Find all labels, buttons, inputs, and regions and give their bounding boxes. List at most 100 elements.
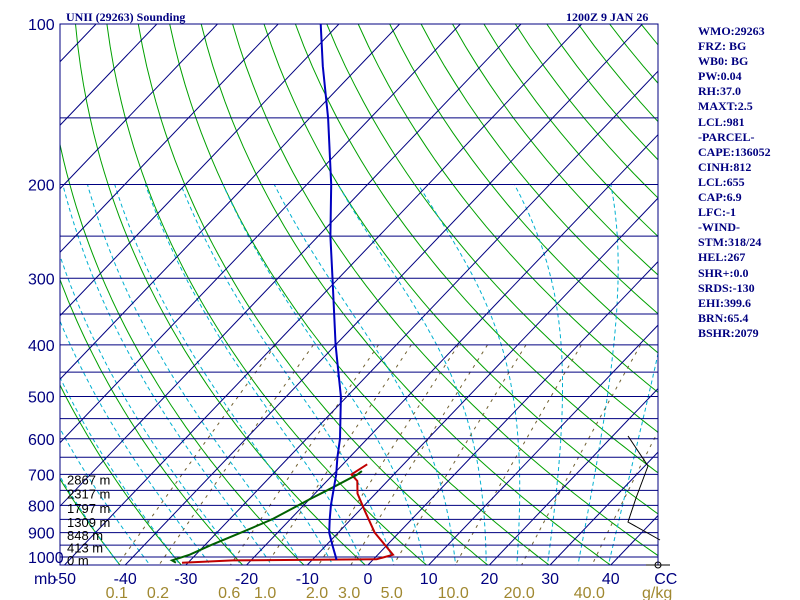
pressure-tick-label: 1000 bbox=[28, 550, 64, 567]
isotherm bbox=[60, 24, 158, 126]
moist-adiabat bbox=[60, 254, 242, 565]
moist-adiabat bbox=[62, 184, 273, 565]
diagram-grid bbox=[0, 24, 658, 568]
mixing-ratio-line bbox=[158, 344, 314, 565]
height-label: 1797 m bbox=[67, 501, 110, 516]
mixing-ratio-label: 2.0 bbox=[306, 585, 328, 600]
mixing-ratio-line bbox=[454, 344, 582, 565]
stat-line: RH:37.0 bbox=[698, 84, 741, 99]
height-label: 0 m bbox=[67, 553, 89, 568]
moist-adiabat bbox=[513, 184, 563, 565]
mixing-ratio-line bbox=[521, 344, 641, 565]
stat-line: LFC:-1 bbox=[698, 205, 736, 220]
temperature-tick-label: 40 bbox=[602, 571, 620, 588]
parcel-profile bbox=[319, 24, 342, 561]
temperature-tick-label: C bbox=[666, 571, 678, 588]
mixing-ratio-label: 1.0 bbox=[254, 585, 276, 600]
moist-adiabat bbox=[417, 184, 521, 565]
height-label: 1309 m bbox=[67, 515, 110, 530]
stat-line: LCL:655 bbox=[698, 174, 745, 189]
mixing-ratio-label: 40.0 bbox=[574, 585, 605, 600]
temperature-tick-label: -20 bbox=[235, 571, 258, 588]
hodograph-label: C bbox=[654, 571, 666, 588]
stat-line: BRN:65.4 bbox=[698, 310, 749, 325]
stat-line: CAPE:136052 bbox=[698, 144, 771, 159]
pressure-unit-label: mb bbox=[34, 571, 56, 588]
pressure-tick-label: 600 bbox=[28, 432, 55, 449]
height-label: 2867 m bbox=[67, 472, 110, 487]
pressure-tick-label: 100 bbox=[28, 17, 55, 34]
mixing-ratio-label: 0.1 bbox=[106, 585, 128, 600]
pressure-tick-label: 500 bbox=[28, 390, 55, 407]
dry-adiabat bbox=[169, 24, 550, 565]
mixing-ratio-line bbox=[591, 430, 658, 565]
sounding-profiles bbox=[169, 24, 395, 564]
hodograph-trace bbox=[627, 435, 661, 541]
pressure-tick-label: 900 bbox=[28, 526, 55, 543]
station-title: UNII (29263) Sounding bbox=[66, 10, 186, 24]
isotherm bbox=[60, 24, 400, 380]
moist-adiabat bbox=[114, 184, 334, 565]
height-label: 413 m bbox=[67, 541, 103, 556]
valid-time: 1200Z 9 JAN 26 bbox=[566, 10, 649, 24]
stat-line: SRDS:-130 bbox=[698, 280, 755, 295]
dry-adiabat bbox=[263, 24, 658, 515]
temperature-tick-label: -10 bbox=[296, 571, 319, 588]
temperature-tick-label: 0 bbox=[364, 571, 373, 588]
moist-adiabat bbox=[337, 184, 487, 565]
mixing-ratio-line bbox=[350, 344, 488, 565]
isotherm bbox=[60, 24, 461, 444]
mixing-ratio-label: 0.6 bbox=[218, 585, 240, 600]
stat-line: CAP:6.9 bbox=[698, 190, 742, 205]
isotherm bbox=[60, 24, 340, 317]
stat-line: STM:318/24 bbox=[698, 235, 762, 250]
stat-line: PW:0.04 bbox=[698, 69, 742, 84]
isotherm bbox=[60, 24, 218, 190]
pressure-tick-label: 400 bbox=[28, 338, 55, 355]
moist-adiabat bbox=[144, 184, 364, 565]
pressure-tick-label: 300 bbox=[28, 271, 55, 288]
stat-line: EHI:399.6 bbox=[698, 295, 752, 310]
stat-line: WB0: BG bbox=[698, 54, 749, 69]
stats-panel: WMO:29263 FRZ: BG WB0: BG PW:0.04 RH:37.0 MAX… bbox=[698, 24, 798, 341]
plot-frame bbox=[59, 23, 659, 566]
dewpoint-profile bbox=[169, 470, 363, 564]
dry-adiabat bbox=[452, 24, 658, 276]
temperature-tick-label: 30 bbox=[541, 571, 559, 588]
stat-line: HEL:267 bbox=[698, 250, 746, 265]
stat-line: WMO:29263 bbox=[698, 24, 765, 38]
dry-adiabat bbox=[420, 24, 658, 315]
temperature-tick-label: -30 bbox=[174, 571, 197, 588]
stat-line: -PARCEL- bbox=[698, 129, 755, 144]
pressure-tick-label: 700 bbox=[28, 467, 55, 484]
temperature-profile bbox=[181, 463, 395, 564]
temperature-tick-label: -40 bbox=[114, 571, 137, 588]
mixing-ratio-label: 10.0 bbox=[438, 585, 469, 600]
mixing-ratio-label: 0.2 bbox=[147, 585, 169, 600]
dry-adiabat bbox=[60, 278, 244, 565]
mixing-ratio-unit-label: g/kg bbox=[642, 585, 672, 600]
temperature-tick-label: -50 bbox=[53, 571, 76, 588]
height-label: 848 m bbox=[67, 528, 103, 543]
stat-line: CINH:812 bbox=[698, 159, 752, 174]
hodograph-center bbox=[654, 561, 662, 569]
mixing-ratio-line bbox=[265, 344, 412, 565]
moist-adiabat bbox=[222, 184, 426, 565]
moist-adiabat bbox=[577, 184, 619, 565]
mixing-ratio-label: 3.0 bbox=[338, 585, 360, 600]
mixing-ratio-label: 5.0 bbox=[381, 585, 403, 600]
dry-adiabat bbox=[294, 24, 658, 474]
dry-adiabat bbox=[60, 383, 182, 565]
stat-line: FRZ: BG bbox=[698, 39, 747, 54]
moist-adiabat bbox=[60, 319, 212, 565]
moist-adiabat bbox=[180, 184, 395, 565]
dry-adiabat bbox=[0, 24, 61, 568]
mixing-ratio-line bbox=[317, 344, 459, 565]
dry-adiabat bbox=[200, 24, 612, 565]
wind-hodograph: C bbox=[627, 435, 670, 588]
mixing-ratio-line bbox=[392, 344, 527, 565]
dry-adiabat bbox=[389, 24, 658, 354]
dry-adiabat bbox=[60, 477, 121, 565]
